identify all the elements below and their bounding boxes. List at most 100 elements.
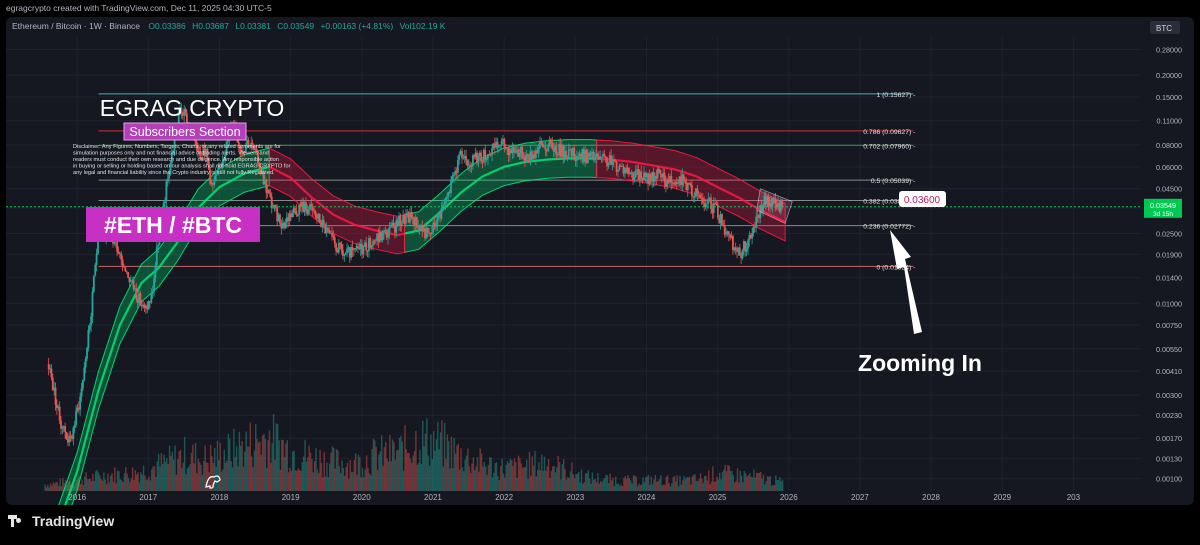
candle-body	[240, 150, 243, 153]
candle-body	[744, 241, 747, 252]
volume-bar	[724, 464, 726, 491]
volume-bar	[255, 424, 257, 491]
candle-body	[336, 250, 339, 253]
volume-bar	[691, 476, 694, 491]
candle-body	[363, 242, 366, 247]
volume-bar	[467, 448, 469, 491]
candle-body	[539, 141, 541, 148]
volume-bar	[755, 472, 758, 491]
volume-bar	[762, 474, 765, 491]
price-candles	[47, 103, 784, 447]
y-tick-label: 0.06000	[1156, 163, 1182, 172]
zoom-annotation: Zooming In	[858, 350, 982, 376]
volume-bar	[569, 471, 572, 491]
candle-body	[671, 182, 674, 184]
volume-bar	[430, 434, 432, 491]
candle-body	[143, 304, 146, 308]
volume-bar	[387, 461, 390, 491]
candle-body	[411, 217, 414, 220]
candle-body	[413, 219, 415, 227]
volume-bar	[276, 424, 279, 491]
volume-bar	[97, 472, 100, 491]
volume-bar	[419, 449, 421, 491]
volume-bar	[375, 446, 377, 491]
band-center-line	[268, 165, 405, 237]
candle-body	[621, 166, 623, 168]
volume-bar	[720, 479, 722, 491]
volume-bar	[244, 451, 246, 491]
volume-bar	[272, 414, 275, 491]
candle-body	[439, 213, 441, 219]
fib-label: 0.382 (0.03858) -	[863, 198, 915, 205]
candle-body	[436, 214, 439, 227]
volume-bar	[304, 439, 306, 491]
candle-body	[753, 226, 756, 228]
volume-bar	[186, 468, 189, 491]
chart-frame[interactable]: 1 (0.15627) - 0.786 (0.09627) - 0.702 (0.0…	[6, 17, 1194, 505]
volume-bar	[697, 481, 699, 491]
volume-bar	[770, 485, 773, 491]
candle-body	[533, 154, 536, 159]
candle-body	[205, 149, 207, 157]
volume-bar	[178, 451, 180, 491]
candle-body	[630, 172, 633, 174]
volume-bar	[714, 481, 717, 491]
candle-body	[706, 203, 708, 205]
candle-body	[214, 173, 217, 182]
volume-bar	[107, 473, 109, 491]
candle-body	[400, 222, 403, 226]
volume-bar	[227, 433, 230, 491]
candle-body	[207, 160, 210, 170]
volume-bar	[452, 468, 454, 491]
candle-body	[217, 164, 220, 171]
volume-bar	[312, 472, 314, 491]
candle-body	[458, 154, 461, 161]
candle-body	[599, 156, 602, 160]
tradingview-brand[interactable]: TradingView	[8, 513, 114, 529]
volume-bar	[397, 449, 399, 491]
candle-body	[147, 301, 150, 310]
volume-bar	[679, 475, 681, 491]
candle-body	[366, 250, 369, 252]
candle-body	[680, 176, 682, 185]
candle-body	[136, 299, 139, 304]
volume-bar	[665, 476, 668, 491]
volume-bar	[353, 460, 356, 491]
volume-bar	[293, 450, 295, 491]
volume-bar	[775, 475, 777, 491]
currency-box[interactable]	[1150, 21, 1180, 34]
volume-bar	[416, 464, 418, 491]
candle-body	[149, 301, 151, 303]
volume-bars	[44, 414, 784, 491]
volume-bar	[144, 475, 146, 491]
volume-bar	[245, 431, 247, 491]
volume-bar	[300, 470, 302, 491]
chart-svg[interactable]: 1 (0.15627) - 0.786 (0.09627) - 0.702 (0.0…	[6, 17, 1194, 505]
volume-bar	[197, 458, 200, 491]
volume-bar	[66, 485, 68, 491]
candle-body	[704, 204, 707, 208]
candle-body	[139, 293, 142, 306]
volume-bar	[400, 435, 402, 491]
volume-bar	[370, 475, 372, 491]
candle-body	[329, 232, 332, 234]
volume-bar	[264, 439, 267, 491]
candle-body	[640, 171, 643, 178]
volume-bar	[739, 470, 741, 491]
candle-body	[138, 293, 140, 304]
candle-body	[637, 169, 640, 181]
x-tick-label: 2023	[566, 493, 584, 502]
candle-body	[380, 232, 383, 241]
subtitle-box	[123, 122, 247, 141]
volume-bar	[487, 465, 490, 491]
candle-body	[559, 144, 562, 157]
candle-body	[692, 196, 695, 198]
candle-body	[218, 164, 221, 166]
volume-bar	[220, 471, 223, 491]
volume-bar	[160, 453, 163, 491]
volume-bar	[151, 469, 153, 491]
candle-body	[662, 172, 665, 178]
candle-body	[75, 410, 77, 425]
candle-body	[265, 179, 268, 193]
target-label: 0.03600	[904, 195, 941, 206]
